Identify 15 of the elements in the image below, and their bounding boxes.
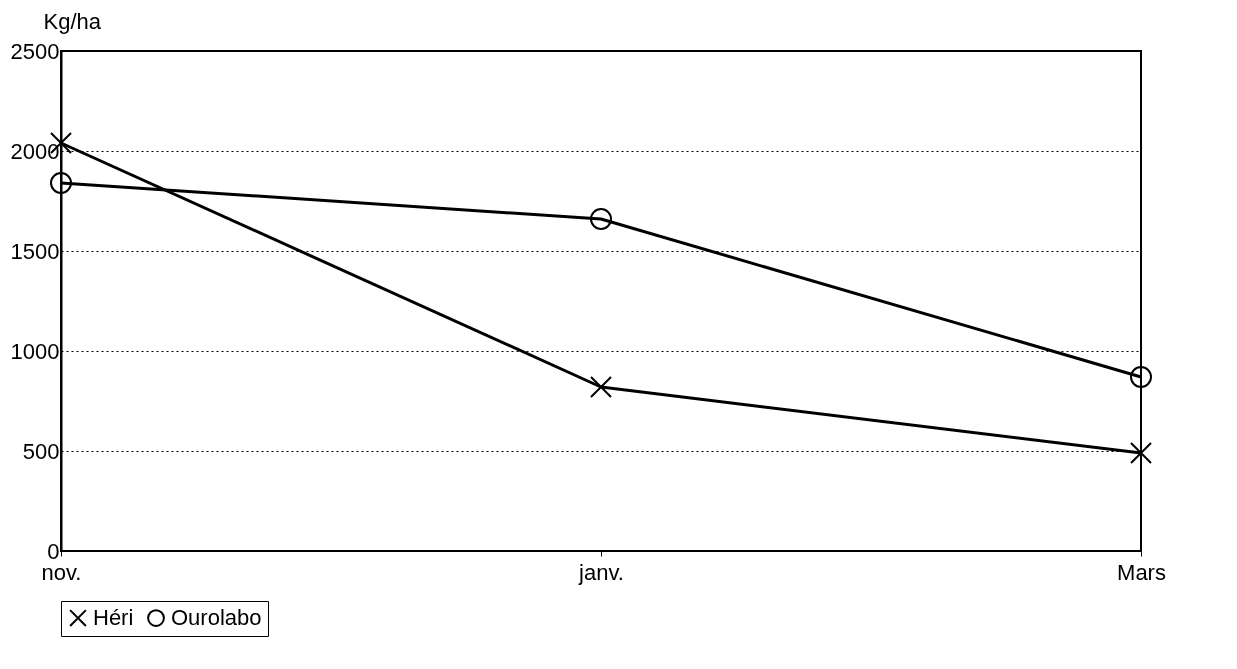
y-tick-label: 2500 bbox=[10, 38, 60, 64]
y-axis-title: Kg/ha bbox=[43, 8, 102, 34]
y-tick-label: 1500 bbox=[10, 238, 60, 264]
point bbox=[590, 376, 612, 398]
y-tick-label: 2000 bbox=[10, 138, 60, 164]
legend-label: Ourolabo bbox=[171, 605, 262, 631]
point bbox=[50, 172, 72, 194]
point bbox=[1130, 366, 1152, 388]
y-tick-label: 1000 bbox=[10, 338, 60, 364]
point bbox=[1130, 442, 1152, 464]
legend-label: Héri bbox=[93, 605, 134, 631]
y-tick-label: 500 bbox=[22, 438, 60, 464]
point bbox=[590, 208, 612, 230]
x-tick-label: Mars bbox=[1117, 559, 1166, 585]
x-tick-label: janv. bbox=[578, 559, 624, 585]
